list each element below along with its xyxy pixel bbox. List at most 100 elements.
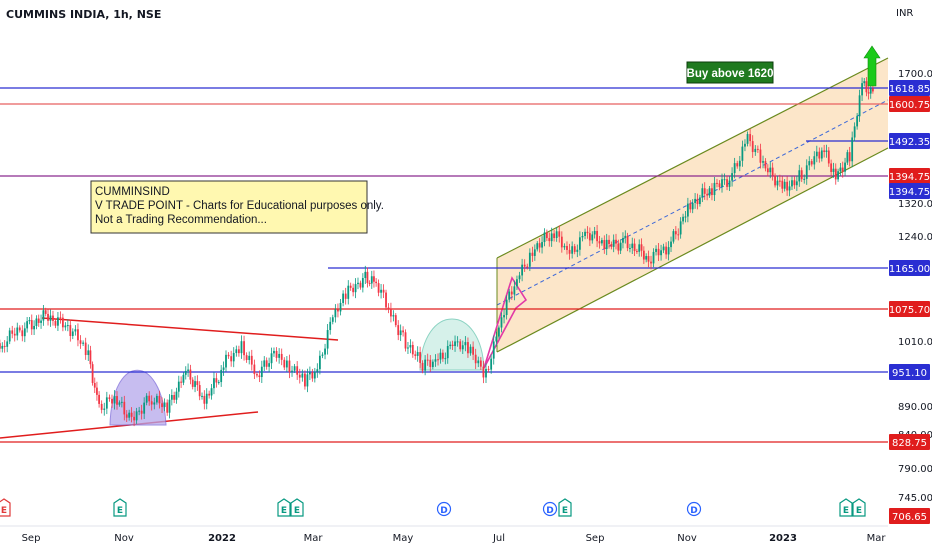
candle-body (571, 246, 574, 254)
candle-body (482, 366, 485, 378)
candle-body (426, 359, 429, 361)
candle-body (243, 341, 245, 356)
candle-body (0, 343, 1, 349)
candle-body (59, 317, 62, 319)
candle-body (818, 151, 821, 159)
candle-body (477, 360, 480, 364)
candle-body (444, 358, 447, 360)
candle-body (364, 271, 367, 279)
candle-body (555, 231, 558, 239)
earnings-marker-icon[interactable]: E (839, 498, 853, 517)
candle-body (118, 402, 121, 405)
candle-body (313, 371, 316, 379)
candle-body (44, 310, 47, 314)
candle-body (74, 329, 77, 332)
candle-body (815, 151, 818, 157)
candle-body (791, 180, 793, 187)
candle-body (116, 396, 118, 405)
candle-body (856, 116, 859, 127)
candle-body (120, 401, 123, 403)
candle-body (220, 369, 223, 383)
dividend-marker-icon[interactable]: D (686, 501, 702, 517)
candle-body (270, 353, 273, 364)
candle-body (308, 372, 311, 375)
candle-body (451, 344, 454, 347)
candle-body (419, 352, 422, 363)
symbol-title[interactable]: CUMMINS INDIA, 1h, NSE (6, 8, 162, 21)
price-badge (889, 364, 930, 380)
candle-body (684, 216, 687, 218)
candle-body (825, 150, 828, 152)
candle-body (672, 231, 675, 242)
candle-body (686, 203, 689, 217)
candle-body (615, 239, 617, 244)
candle-body (545, 232, 548, 239)
candle-body (390, 308, 392, 317)
candle-body (591, 234, 594, 241)
candle-body (670, 241, 672, 248)
candle-body (593, 230, 596, 235)
price-axis[interactable]: 1700.001320.001240.001010.00890.00840.00… (889, 69, 932, 524)
earnings-marker-shape (852, 498, 866, 517)
earnings-marker-icon[interactable]: E (852, 498, 866, 517)
earnings-marker-shape (277, 498, 291, 517)
dividend-marker-label: D (440, 506, 447, 516)
earnings-marker-icon[interactable]: E (290, 498, 304, 517)
candle-body (326, 330, 329, 349)
candle-body (208, 393, 211, 396)
earnings-marker-label: E (294, 506, 300, 516)
candle-body (778, 180, 781, 182)
annotations-layer: Buy above 1620 CUMMINSIND V TRADE POINT - … (90, 45, 881, 234)
candle-body (674, 231, 677, 235)
candle-body (135, 411, 138, 421)
candle-body (161, 403, 163, 408)
candle-body (96, 387, 98, 395)
candle-body (82, 342, 85, 344)
up-arrow-icon (863, 45, 881, 87)
candle-body (331, 317, 334, 322)
candle-body (352, 287, 355, 293)
candle-body (716, 182, 718, 184)
candle-body (645, 256, 648, 260)
candle-body (84, 342, 87, 356)
candle-body (510, 291, 513, 295)
candle-body (69, 325, 72, 336)
earnings-marker-icon[interactable]: E (113, 498, 127, 517)
candle-body (638, 244, 641, 252)
candle-body (523, 264, 526, 267)
candle-body (6, 341, 9, 347)
candle-body (461, 345, 464, 350)
candle-body (568, 249, 571, 254)
candle-body (677, 234, 680, 236)
candle-body (708, 188, 711, 196)
candle-body (449, 344, 452, 347)
candle-body (518, 275, 521, 280)
price-series-layer (0, 77, 874, 427)
dividend-marker-circle (686, 501, 702, 517)
candle-body (108, 397, 111, 399)
earnings-marker-icon[interactable]: E (0, 498, 11, 517)
x-tick-label: Mar (867, 533, 887, 544)
dividend-marker-icon[interactable]: D (542, 501, 558, 517)
candle-body (40, 320, 42, 323)
price-badge-label: 828.75 (892, 438, 927, 449)
candle-body (166, 402, 169, 413)
earnings-marker-label: E (1, 506, 7, 516)
candle-body (125, 414, 128, 418)
candle-body (8, 330, 11, 342)
candle-body (703, 188, 706, 194)
candle-body (694, 198, 697, 203)
earnings-marker-icon[interactable]: E (558, 498, 572, 517)
candle-body (548, 238, 551, 242)
candle-body (841, 167, 844, 172)
candle-body (731, 173, 733, 181)
earnings-marker-icon[interactable]: E (277, 498, 291, 517)
candle-body (361, 278, 364, 288)
candle-body (153, 402, 156, 405)
candle-body (691, 202, 694, 210)
candle-body (446, 346, 449, 359)
dividend-marker-icon[interactable]: D (436, 501, 452, 517)
candle-body (736, 163, 739, 167)
